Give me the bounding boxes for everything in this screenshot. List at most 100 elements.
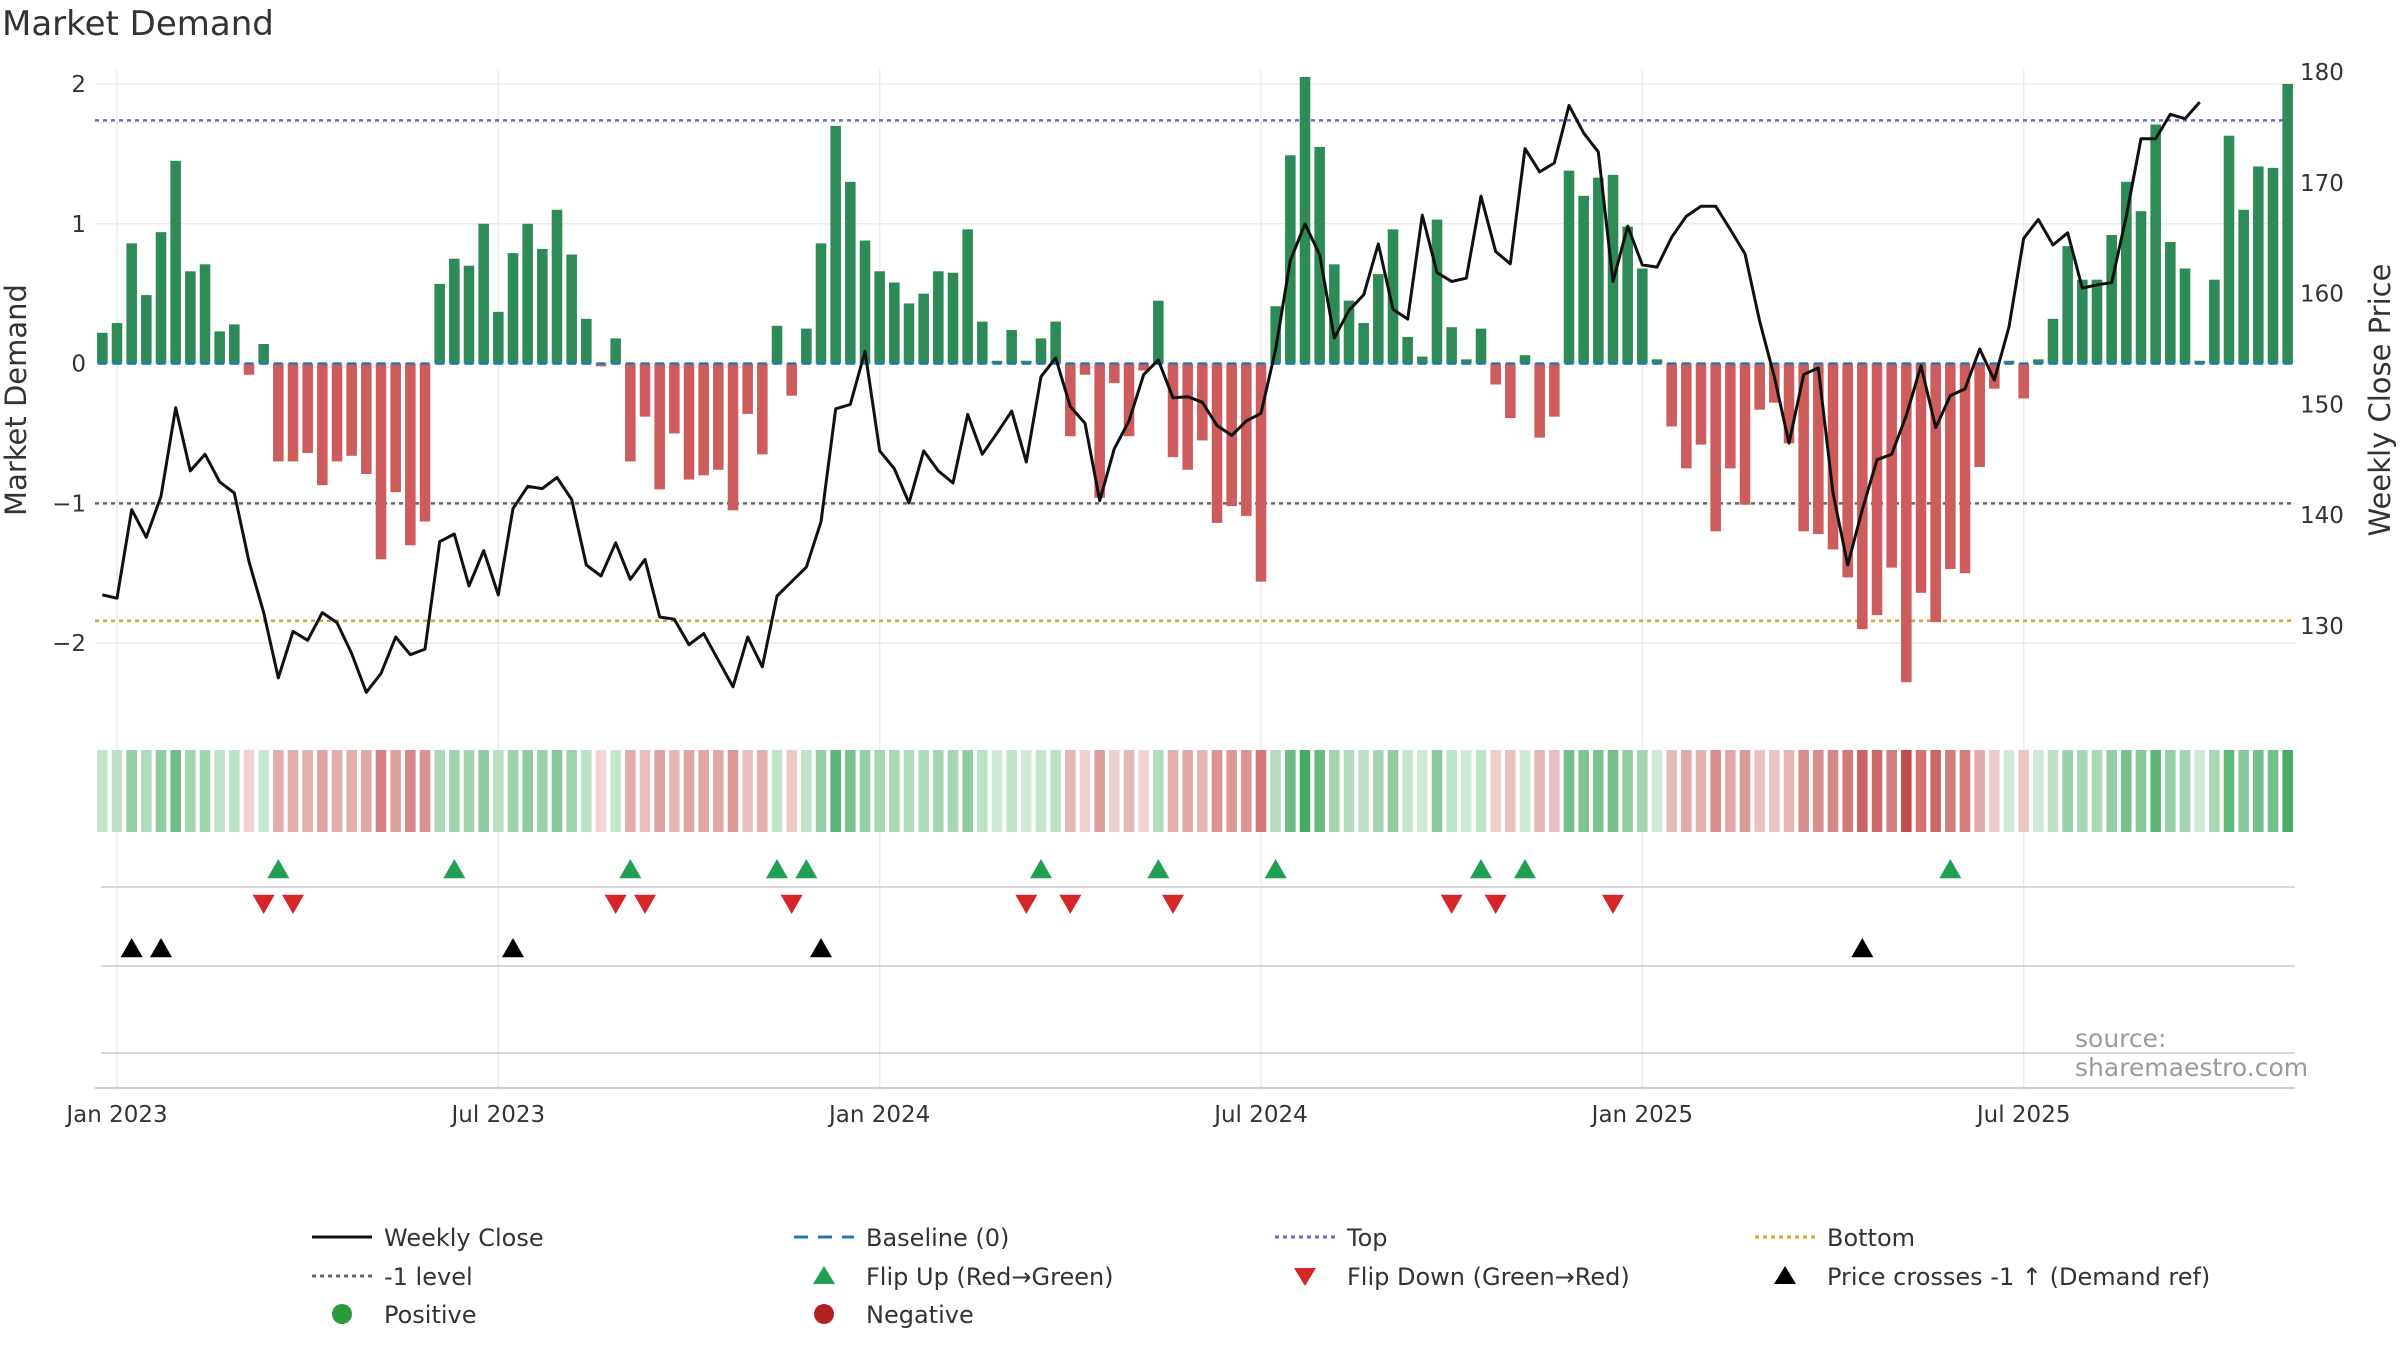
heat-cell (2223, 750, 2235, 832)
legend-label: -1 level (384, 1263, 473, 1291)
signal-rows (95, 859, 2295, 1089)
demand-bar (1930, 363, 1941, 623)
heat-cell (507, 750, 519, 832)
heat-cell (903, 750, 915, 832)
heat-cell (2062, 750, 2073, 832)
heat-cell (991, 750, 1003, 832)
demand-bar (933, 271, 944, 364)
price-cross-marker (120, 938, 143, 958)
demand-bar (1666, 363, 1677, 427)
heat-cell (1622, 750, 1633, 832)
heat-cell (1035, 750, 1047, 832)
right-tick-label: 150 (2300, 392, 2344, 418)
heat-cell (815, 750, 827, 832)
demand-bar (1182, 363, 1193, 470)
heat-cell (1006, 750, 1017, 832)
demand-bar (581, 318, 592, 364)
demand-bar (2121, 181, 2132, 364)
heat-cell (434, 750, 445, 832)
heat-cell (1886, 750, 1897, 832)
left-tick-label: −1 (52, 491, 86, 517)
heat-cell (419, 750, 431, 832)
demand-bar (2003, 360, 2015, 364)
heat-cell (1901, 750, 1912, 832)
demand-bar (1153, 300, 1164, 364)
right-axis-title: Weekly Close Price (2363, 264, 2397, 537)
demand-bar (713, 363, 724, 470)
heat-cell (1989, 750, 2000, 832)
demand-bar (185, 271, 196, 364)
demand-bar (449, 258, 460, 364)
demand-bar (229, 324, 240, 364)
demand-bar (2106, 234, 2117, 364)
demand-bar (1094, 363, 1105, 498)
demand-bar (1255, 363, 1267, 582)
legend-label: Price crosses -1 ↑ (Demand ref) (1827, 1263, 2210, 1291)
heat-cell (1769, 750, 1780, 832)
heat-cell (463, 750, 475, 832)
demand-bar (258, 343, 269, 364)
heat-cell (859, 750, 871, 832)
demand-bar (1021, 360, 1032, 364)
weekly-close-line (101, 101, 2201, 694)
demand-bar (1358, 323, 1369, 364)
demand-bar (801, 328, 812, 364)
demand-bar (1035, 338, 1047, 364)
demand-bar (1402, 336, 1413, 364)
demand-bar (1813, 363, 1824, 535)
heat-cell (2047, 750, 2059, 832)
legend-label: Positive (384, 1301, 477, 1329)
heat-cell (405, 750, 416, 832)
demand-bar (1739, 363, 1751, 505)
demand-bar (1915, 363, 1927, 593)
flip-up-marker (1030, 859, 1052, 879)
legend-label: Flip Up (Red→Green) (866, 1263, 1114, 1291)
heat-cell (1314, 750, 1325, 832)
heat-cell (639, 750, 651, 832)
heat-cell (126, 750, 137, 832)
heat-cell (390, 750, 401, 832)
demand-bar (654, 363, 665, 490)
heat-cell (1490, 750, 1501, 832)
heat-cell (317, 750, 328, 832)
right-tick-label: 130 (2300, 614, 2344, 640)
demand-bar (757, 363, 768, 455)
heat-cell (2077, 750, 2088, 832)
heat-cell (2091, 750, 2103, 832)
demand-bar (1622, 226, 1633, 364)
heat-cell (933, 750, 944, 832)
heat-cell (713, 750, 724, 832)
heat-cell (1285, 750, 1296, 832)
legend-symbol (332, 1304, 352, 1324)
demand-bar (390, 363, 401, 493)
demand-bar (1974, 363, 1985, 467)
heat-cell (1857, 750, 1868, 832)
heat-cell (727, 750, 739, 832)
heat-cell (199, 750, 211, 832)
demand-bar (1637, 268, 1648, 364)
demand-bar (405, 363, 416, 546)
heat-cell (1182, 750, 1193, 832)
demand-bar (507, 253, 519, 364)
heat-cell (625, 750, 636, 832)
demand-bar (1945, 363, 1956, 570)
demand-bar (683, 363, 695, 480)
heat-cell (551, 750, 563, 832)
heat-cell (2106, 750, 2117, 832)
heat-cell (2165, 750, 2176, 832)
demand-bar (141, 295, 152, 364)
heat-cell (1167, 750, 1179, 832)
heat-cell (1343, 750, 1355, 832)
demand-bar (2062, 246, 2073, 364)
demand-bar (111, 323, 123, 364)
demand-bar (1857, 363, 1868, 630)
demand-bar (845, 181, 856, 364)
heat-cell (1666, 750, 1677, 832)
heat-cell (185, 750, 196, 832)
heat-cell (1871, 750, 1883, 832)
demand-bar (1505, 363, 1516, 419)
heat-cell (669, 750, 680, 832)
demand-bar (2238, 209, 2249, 364)
demand-bar (1446, 327, 1457, 364)
right-tick-label: 170 (2300, 171, 2344, 197)
